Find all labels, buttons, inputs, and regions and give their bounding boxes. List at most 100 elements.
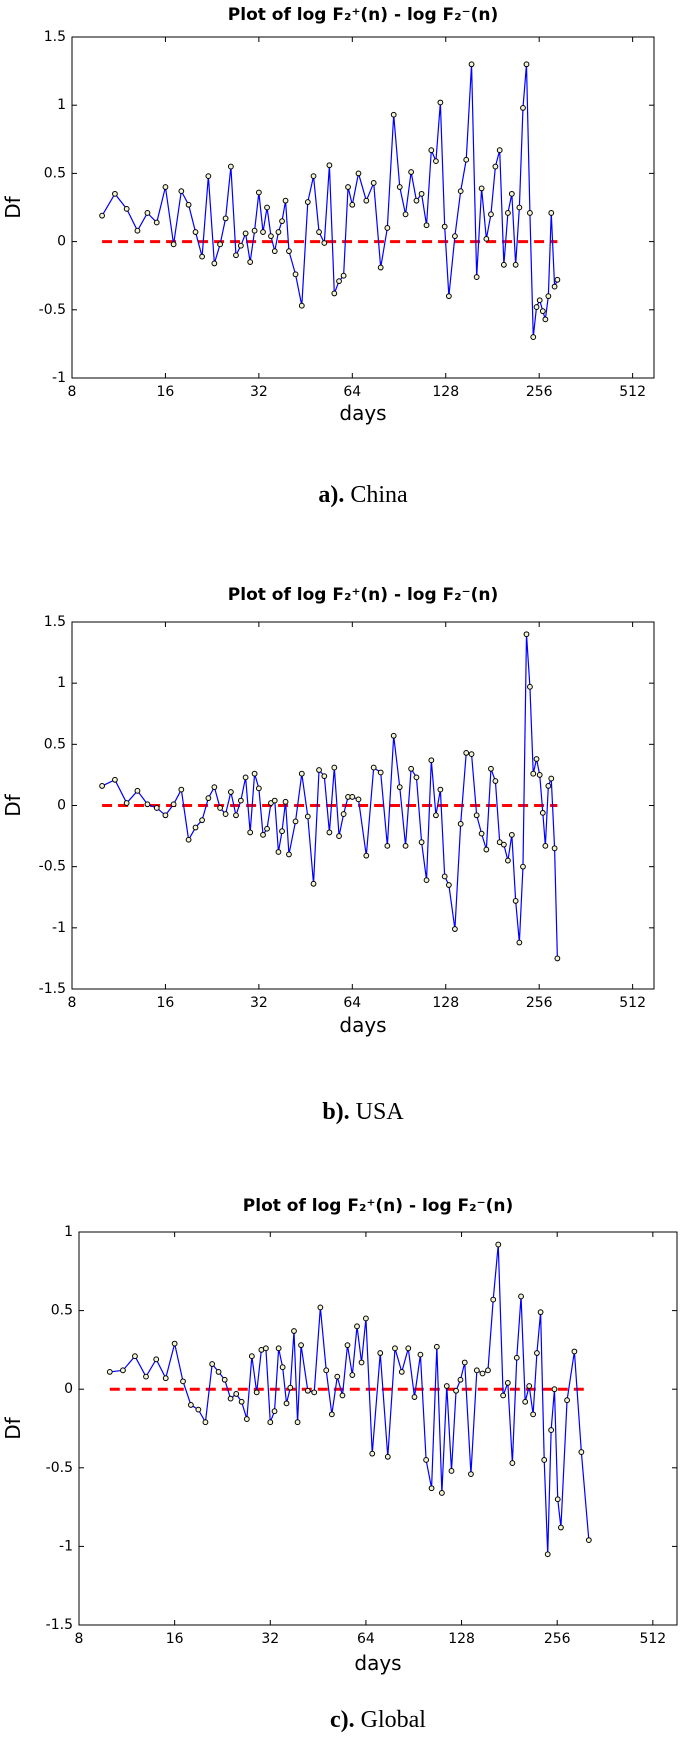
data-point	[153, 219, 160, 226]
x-axis-label: days	[339, 1013, 386, 1037]
data-point	[398, 1369, 405, 1375]
data-point	[326, 829, 333, 836]
data-point	[123, 205, 130, 212]
data-point	[445, 293, 452, 300]
data-point	[349, 794, 356, 800]
data-point	[452, 233, 458, 240]
y-tick-label: -0.5	[46, 1460, 73, 1476]
data-point	[530, 770, 537, 777]
data-point	[298, 770, 305, 777]
data-point	[441, 873, 448, 880]
data-point	[317, 1304, 324, 1311]
data-point	[545, 783, 552, 789]
data-point	[548, 210, 555, 216]
data-point	[205, 795, 212, 802]
data-point	[558, 1524, 564, 1531]
data-point	[192, 824, 199, 831]
data-point	[349, 201, 356, 208]
data-point	[542, 316, 549, 323]
data-point	[292, 271, 299, 278]
data-point	[222, 215, 229, 222]
data-point	[377, 1350, 384, 1356]
data-point	[413, 774, 420, 781]
data-point	[255, 189, 262, 196]
x-tick-label: 256	[544, 1631, 571, 1647]
data-point	[106, 1369, 113, 1375]
data-point	[286, 851, 292, 858]
data-point	[405, 1345, 412, 1352]
data-point	[513, 1354, 520, 1361]
data-point	[522, 1398, 529, 1405]
data-point	[548, 775, 555, 782]
data-point	[291, 1328, 297, 1334]
data-point	[541, 1457, 548, 1463]
data-point	[292, 818, 299, 825]
data-point	[504, 1380, 511, 1386]
data-point	[488, 211, 494, 218]
caption: b). USA	[322, 1099, 404, 1125]
data-point	[143, 1373, 149, 1380]
data-point	[283, 1400, 290, 1407]
y-axis-label: Df	[1, 793, 25, 816]
caption: a). China	[318, 482, 408, 508]
data-point	[402, 842, 409, 849]
data-point	[377, 769, 384, 776]
data-point	[488, 765, 494, 772]
data-point	[423, 222, 430, 229]
data-point	[255, 785, 262, 792]
data-point	[326, 162, 333, 169]
data-point	[178, 188, 185, 195]
data-point	[363, 197, 370, 204]
data-point	[99, 783, 105, 789]
x-tick-label: 32	[250, 995, 268, 1011]
data-point	[500, 261, 507, 268]
data-point	[539, 809, 546, 816]
data-point	[496, 839, 503, 846]
data-point	[242, 230, 249, 237]
data-point	[518, 1293, 524, 1300]
data-point	[468, 751, 475, 758]
data-point	[275, 849, 282, 855]
data-point	[323, 1367, 330, 1374]
y-tick-label: -1	[59, 1538, 73, 1554]
data-point	[262, 1345, 269, 1352]
data-point	[187, 1402, 194, 1408]
data-point	[505, 210, 511, 216]
data-point	[215, 1369, 222, 1375]
data-point	[336, 833, 342, 839]
data-point	[134, 227, 141, 234]
data-point	[545, 293, 552, 300]
data-point	[328, 1411, 335, 1418]
x-tick-label: 256	[526, 384, 553, 400]
data-point	[336, 278, 342, 285]
data-point	[551, 1386, 558, 1393]
data-point	[316, 229, 322, 235]
data-point	[396, 184, 403, 190]
data-point	[473, 812, 480, 819]
x-axis-label: days	[339, 401, 386, 425]
chart-title: Plot of log F₂⁺(n) - log F₂⁻(n)	[228, 5, 498, 25]
data-point	[485, 1367, 491, 1374]
data-point	[247, 259, 254, 265]
data-point	[340, 272, 347, 279]
x-tick-label: 64	[357, 1631, 375, 1647]
data-point	[209, 1361, 216, 1367]
data-point	[321, 240, 328, 246]
y-tick-label: 0	[64, 1381, 73, 1397]
data-point	[242, 774, 249, 781]
y-tick-label: 0.5	[51, 1303, 73, 1319]
data-point	[298, 302, 305, 309]
data-point	[437, 786, 444, 793]
data-point	[390, 732, 397, 739]
data-point	[473, 1367, 480, 1374]
data-point	[170, 241, 177, 248]
x-tick-label: 128	[448, 1631, 475, 1647]
data-point	[243, 1416, 250, 1422]
data-point	[222, 811, 229, 817]
data-point	[490, 1296, 497, 1303]
x-tick-label: 8	[68, 384, 77, 400]
caption-label: c).	[330, 1707, 355, 1733]
x-tick-label: 256	[526, 995, 553, 1011]
y-tick-label: -1.5	[39, 981, 66, 997]
x-tick-label: 32	[250, 384, 268, 400]
